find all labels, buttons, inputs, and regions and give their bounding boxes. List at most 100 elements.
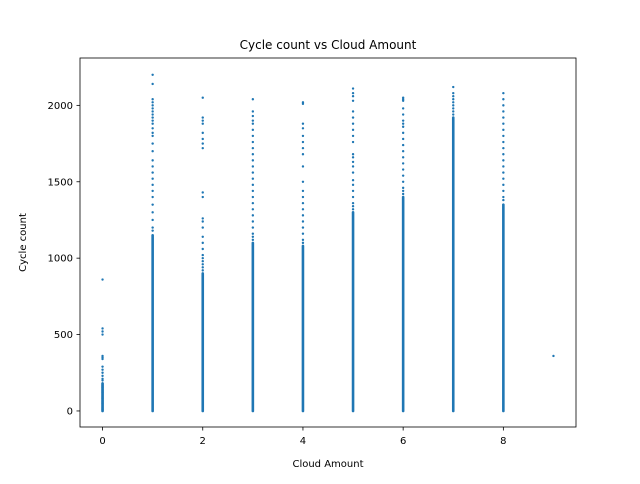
data-point [502, 110, 505, 113]
x-axis: 0 2 4 6 8 [99, 427, 507, 447]
data-point [452, 98, 455, 101]
data-point [301, 189, 305, 193]
data-point [502, 134, 505, 138]
data-point [251, 110, 255, 113]
data-point [351, 179, 355, 182]
data-point [301, 238, 305, 242]
data-point [151, 98, 154, 101]
data-point [452, 113, 455, 116]
data-point [151, 150, 154, 153]
data-point [101, 371, 104, 374]
data-point [151, 113, 154, 116]
y-tick-label: 1000 [48, 254, 73, 265]
data-point [502, 183, 505, 187]
y-tick-label: 0 [67, 406, 73, 417]
data-point [351, 183, 355, 187]
data-point [502, 171, 505, 174]
data-point [351, 87, 355, 90]
data-point [151, 203, 154, 206]
data-point [101, 333, 104, 336]
data-point [151, 183, 154, 187]
data-point [502, 116, 505, 119]
data-point [201, 96, 204, 99]
data-point [151, 226, 154, 229]
data-point [151, 119, 154, 122]
data-point [351, 140, 355, 144]
data-point [201, 256, 204, 260]
data-point [251, 189, 255, 193]
data-point [151, 134, 154, 138]
data-point [301, 220, 305, 223]
data-point [351, 208, 355, 211]
data-point [251, 159, 255, 162]
y-tick-label: 1500 [48, 177, 73, 188]
data-point [251, 177, 255, 180]
data-point [401, 107, 405, 110]
data-point [301, 127, 305, 130]
data-point [101, 278, 104, 281]
data-point [201, 191, 204, 194]
data-point [401, 137, 405, 141]
data-point [452, 85, 455, 89]
data-point [201, 247, 204, 251]
data-point [201, 122, 204, 125]
data-point [101, 354, 104, 358]
data-point [301, 241, 305, 245]
data-point [251, 208, 255, 211]
data-point [251, 98, 255, 101]
data-point [251, 122, 255, 125]
data-point [401, 186, 405, 190]
data-point [301, 101, 305, 104]
data-point [101, 365, 104, 368]
data-point [351, 122, 355, 125]
data-point [101, 368, 104, 371]
data-point [151, 127, 154, 130]
data-point [401, 189, 405, 193]
data-point [151, 229, 154, 232]
data-point [351, 160, 355, 164]
data-point [201, 253, 204, 257]
data-point [351, 116, 355, 119]
data-point [151, 177, 154, 180]
data-point [351, 134, 355, 138]
data-point [201, 263, 204, 266]
data-point [151, 142, 154, 145]
data-point [502, 128, 505, 132]
x-axis-label: Cloud Amount [292, 459, 363, 470]
data-point [401, 162, 405, 165]
x-tick-label: 0 [99, 436, 105, 447]
data-point [351, 91, 355, 95]
data-point [351, 201, 355, 205]
data-point [502, 104, 505, 107]
data-point [151, 101, 154, 104]
data-point [201, 241, 204, 245]
data-point [452, 107, 455, 110]
data-point [351, 110, 355, 113]
data-point [251, 220, 255, 223]
data-point [151, 131, 154, 135]
data-point [502, 91, 505, 95]
data-point [401, 143, 405, 147]
data-point [151, 195, 154, 199]
data-point [351, 171, 355, 174]
data-point [151, 110, 154, 113]
data-point [401, 125, 405, 128]
y-axis-label: Cycle count [18, 213, 29, 272]
data-point [401, 150, 405, 153]
data-point [201, 137, 204, 141]
data-point [251, 171, 255, 174]
data-point [351, 195, 355, 199]
data-point [301, 214, 305, 217]
data-point [301, 122, 305, 125]
data-point [201, 142, 204, 145]
y-tick-label: 2000 [48, 101, 73, 112]
data-point [401, 122, 405, 125]
data-point [502, 165, 505, 168]
y-tick-label: 500 [54, 330, 73, 341]
data-point [151, 104, 154, 107]
data-point [251, 165, 255, 168]
data-point [301, 226, 305, 229]
data-point [401, 180, 405, 183]
